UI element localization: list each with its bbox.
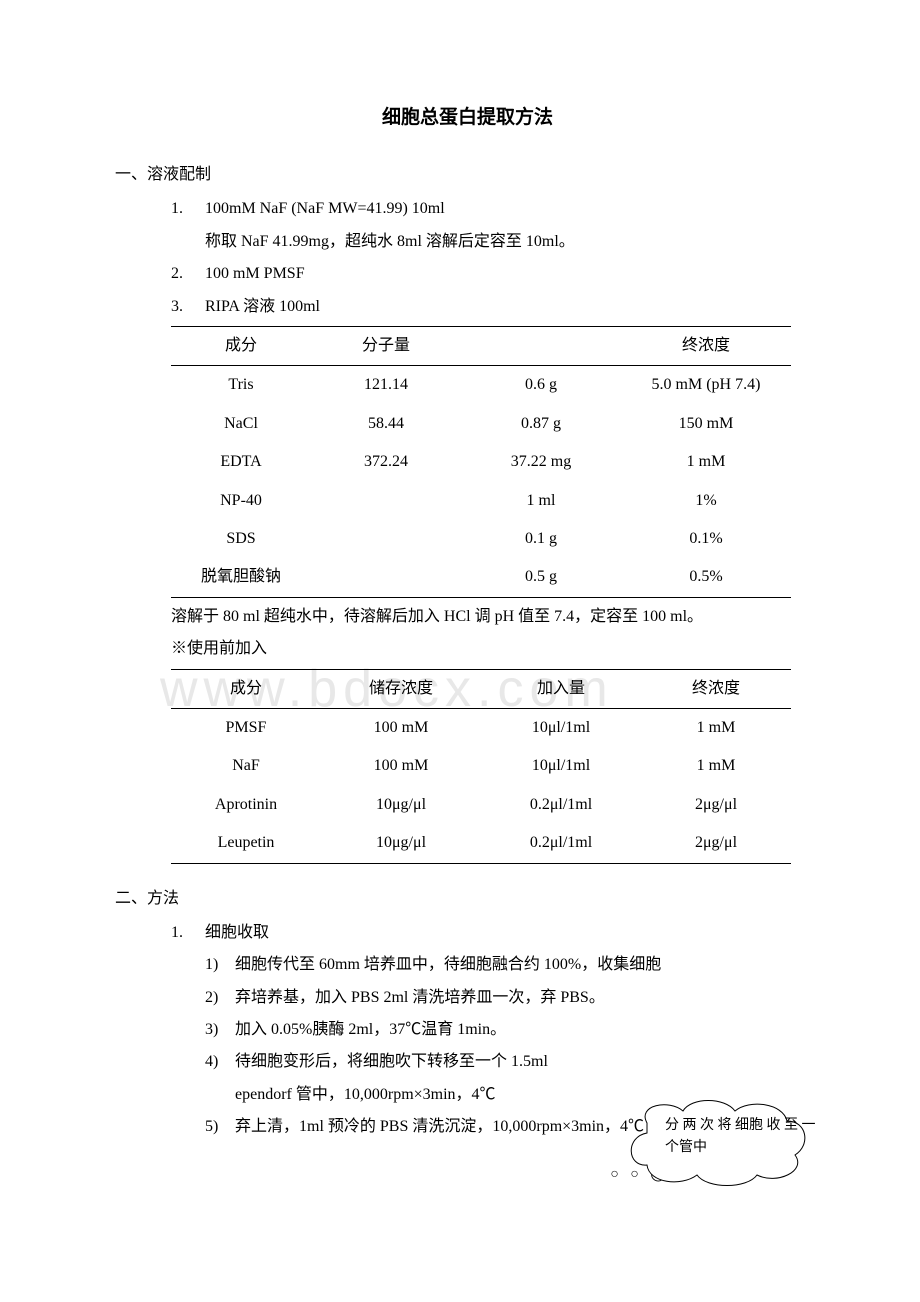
table-cell: 0.5 g	[461, 558, 621, 597]
section-1-label: 一、溶液配制	[115, 160, 820, 190]
table-row: PMSF100 mM10μl/1ml1 mM	[171, 708, 791, 747]
document-body: 细胞总蛋白提取方法 一、溶液配制 1. 100mM NaF (NaF MW=41…	[115, 100, 820, 1143]
table-cell: 1%	[621, 482, 791, 520]
item-number: 1.	[171, 194, 205, 257]
table-header: 成分	[171, 327, 311, 366]
table-cell: 10μl/1ml	[481, 747, 641, 785]
table-cell: 10μl/1ml	[481, 708, 641, 747]
table-row: NaF100 mM10μl/1ml1 mM	[171, 747, 791, 785]
table-header	[461, 327, 621, 366]
table-cell: 100 mM	[321, 708, 481, 747]
table-cell: 58.44	[311, 405, 461, 443]
table-row: Aprotinin10μg/μl0.2μl/1ml2μg/μl	[171, 786, 791, 824]
table-header: 终浓度	[641, 669, 791, 708]
table-cell: 1 mM	[641, 708, 791, 747]
table-cell	[311, 558, 461, 597]
table-cell: Tris	[171, 366, 311, 405]
step-text: 弃培养基，加入 PBS 2ml 清洗培养皿一次，弃 PBS。	[235, 983, 820, 1013]
table-cell: 10μg/μl	[321, 824, 481, 863]
table-cell: 0.2μl/1ml	[481, 786, 641, 824]
table-row: Tris121.140.6 g5.0 mM (pH 7.4)	[171, 366, 791, 405]
additives-table: 成分储存浓度加入量终浓度 PMSF100 mM10μl/1ml1 mMNaF10…	[171, 669, 791, 864]
step-number: 3)	[205, 1015, 235, 1045]
table-cell: 100 mM	[321, 747, 481, 785]
cloud-text: 分 两 次 将 细胞 收 至 一 个管中	[655, 1105, 825, 1166]
table-cell: 0.2μl/1ml	[481, 824, 641, 863]
table-header: 终浓度	[621, 327, 791, 366]
table-cell: NaF	[171, 747, 321, 785]
table-cell: SDS	[171, 520, 311, 558]
table-header: 成分	[171, 669, 321, 708]
table-cell: 5.0 mM (pH 7.4)	[621, 366, 791, 405]
ripa-table: 成分分子量终浓度 Tris121.140.6 g5.0 mM (pH 7.4)N…	[171, 326, 791, 598]
item-number: 3.	[171, 292, 205, 322]
table-cell: 0.6 g	[461, 366, 621, 405]
step-number: 1)	[205, 950, 235, 980]
table-header: 分子量	[311, 327, 461, 366]
table-cell: 0.1 g	[461, 520, 621, 558]
table-cell: 1 ml	[461, 482, 621, 520]
table-row: NP-40 1 ml1%	[171, 482, 791, 520]
step-number: 4)	[205, 1047, 235, 1077]
note-text: 溶解于 80 ml 超纯水中，待溶解后加入 HCl 调 pH 值至 7.4，定容…	[171, 602, 820, 632]
list-item: 3. RIPA 溶液 100ml	[171, 292, 820, 322]
section-1-list: 1. 100mM NaF (NaF MW=41.99) 10ml 称取 NaF …	[115, 194, 820, 863]
note-text: ※使用前加入	[171, 634, 820, 664]
list-item: 1. 细胞收取	[171, 918, 820, 948]
table-cell: EDTA	[171, 443, 311, 481]
table-cell: Aprotinin	[171, 786, 321, 824]
table-row: EDTA372.2437.22 mg1 mM	[171, 443, 791, 481]
step-number: 2)	[205, 983, 235, 1013]
table-cell	[311, 520, 461, 558]
table-cell: 372.24	[311, 443, 461, 481]
section-2-label: 二、方法	[115, 884, 820, 914]
step-number	[205, 1080, 235, 1110]
cloud-callout: 分 两 次 将 细胞 收 至 一 个管中	[655, 1105, 825, 1166]
step-text: 待细胞变形后，将细胞吹下转移至一个 1.5ml	[235, 1047, 820, 1077]
step-number: 5)	[205, 1112, 235, 1142]
table-row: Leupetin10μg/μl0.2μl/1ml2μg/μl	[171, 824, 791, 863]
list-item: 1)细胞传代至 60mm 培养皿中，待细胞融合约 100%，收集细胞	[205, 950, 820, 980]
item-text: RIPA 溶液 100ml	[205, 292, 820, 322]
table-cell: Leupetin	[171, 824, 321, 863]
list-item: 4)待细胞变形后，将细胞吹下转移至一个 1.5ml	[205, 1047, 820, 1077]
step-text: 细胞传代至 60mm 培养皿中，待细胞融合约 100%，收集细胞	[235, 950, 820, 980]
table-cell: 0.5%	[621, 558, 791, 597]
item-number: 1.	[171, 918, 205, 948]
table-cell: 121.14	[311, 366, 461, 405]
table-cell	[311, 482, 461, 520]
list-item: 2)弃培养基，加入 PBS 2ml 清洗培养皿一次，弃 PBS。	[205, 983, 820, 1013]
table-cell: 脱氧胆酸钠	[171, 558, 311, 597]
table-cell: NP-40	[171, 482, 311, 520]
table-row: 脱氧胆酸钠 0.5 g0.5%	[171, 558, 791, 597]
item-text: 100mM NaF (NaF MW=41.99) 10ml	[205, 194, 820, 224]
page-title: 细胞总蛋白提取方法	[115, 100, 820, 136]
table-header: 储存浓度	[321, 669, 481, 708]
table-cell: 0.1%	[621, 520, 791, 558]
item-text: 称取 NaF 41.99mg，超纯水 8ml 溶解后定容至 10ml。	[205, 227, 820, 257]
table-cell: 10μg/μl	[321, 786, 481, 824]
table-cell: 150 mM	[621, 405, 791, 443]
table-cell: 2μg/μl	[641, 786, 791, 824]
table-cell: 1 mM	[641, 747, 791, 785]
table-cell: 0.87 g	[461, 405, 621, 443]
item-text: 100 mM PMSF	[205, 259, 820, 289]
list-item: 3)加入 0.05%胰酶 2ml，37℃温育 1min。	[205, 1015, 820, 1045]
list-item: 2. 100 mM PMSF	[171, 259, 820, 289]
table-cell: NaCl	[171, 405, 311, 443]
table-cell: 37.22 mg	[461, 443, 621, 481]
table-cell: 2μg/μl	[641, 824, 791, 863]
item-number: 2.	[171, 259, 205, 289]
list-item: 1. 100mM NaF (NaF MW=41.99) 10ml 称取 NaF …	[171, 194, 820, 257]
item-text: 细胞收取	[205, 918, 820, 948]
table-cell: 1 mM	[621, 443, 791, 481]
table-cell: PMSF	[171, 708, 321, 747]
step-text: 加入 0.05%胰酶 2ml，37℃温育 1min。	[235, 1015, 820, 1045]
table-header: 加入量	[481, 669, 641, 708]
table-row: NaCl58.440.87 g150 mM	[171, 405, 791, 443]
table-row: SDS 0.1 g0.1%	[171, 520, 791, 558]
